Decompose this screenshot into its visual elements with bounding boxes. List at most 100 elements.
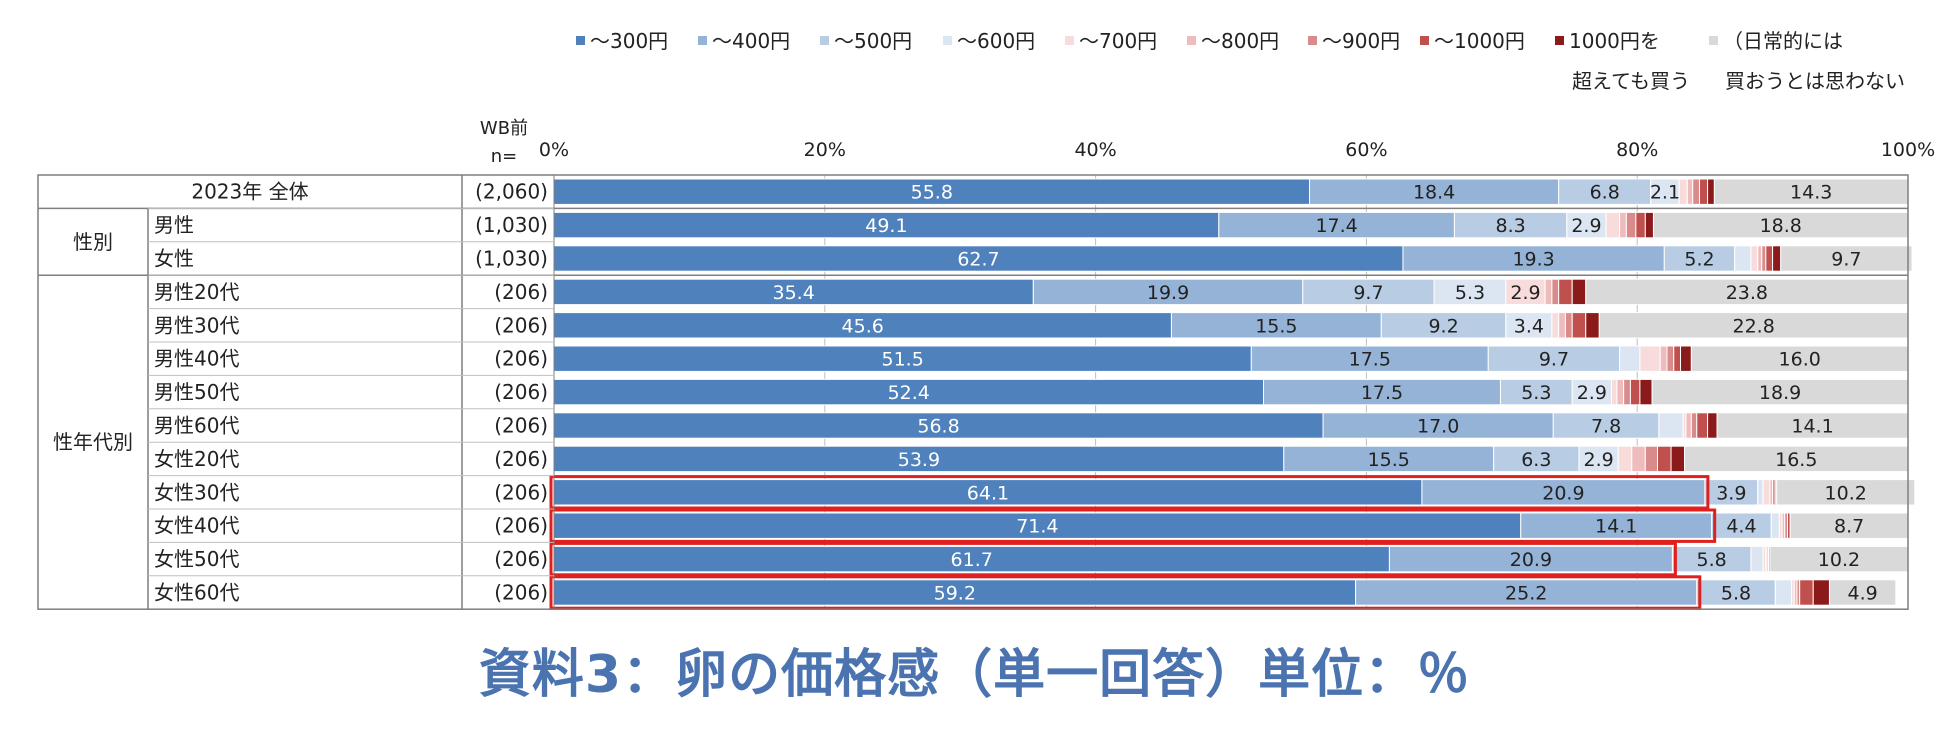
x-tick-label-5: 100% [1881, 139, 1935, 161]
bar-label-r10-s2: 4.4 [1726, 516, 1756, 538]
legend-swatch-4 [1065, 36, 1074, 45]
legend-swatch-3 [943, 36, 952, 45]
row-label-12: 女性60代 [154, 581, 239, 605]
bar-label-r4-s9: 22.8 [1732, 315, 1774, 337]
bar-label-r8-s2: 6.3 [1521, 449, 1551, 471]
bar-label-r9-s0: 64.1 [967, 482, 1009, 504]
bar-r1-s4 [1605, 211, 1621, 239]
row-n-2: (1,030) [475, 247, 548, 271]
legend-label-2: 〜500円 [834, 29, 912, 53]
legend-label-1: 〜400円 [712, 29, 790, 53]
bar-r0-s2 [1558, 178, 1652, 205]
bar-label-r7-s0: 56.8 [917, 416, 959, 438]
bar-label-r3-s3: 5.3 [1455, 282, 1485, 304]
bar-r2-s0 [553, 245, 1404, 272]
bar-r7-s2 [1552, 412, 1660, 439]
bar-r5-s2 [1487, 345, 1621, 372]
bar-r6-s5 [1616, 378, 1625, 406]
bar-label-r7-s9: 14.1 [1791, 416, 1833, 438]
bar-label-r0-s9: 14.3 [1790, 182, 1832, 204]
bar-r6-s3 [1571, 378, 1612, 406]
bar-r8-s1 [1283, 445, 1495, 473]
row-label-10: 女性40代 [154, 514, 239, 538]
bar-r9-s4 [1762, 479, 1771, 506]
bar-r3-s5 [1544, 278, 1553, 306]
legend-swatch-6 [1308, 36, 1317, 45]
bar-label-r5-s2: 9.7 [1539, 349, 1569, 371]
bar-label-r3-s4: 2.9 [1510, 282, 1540, 304]
bar-r3-s1 [1032, 278, 1304, 306]
bar-label-r1-s9: 18.8 [1760, 215, 1802, 237]
bar-r1-s8 [1644, 211, 1654, 239]
bar-r5-s5 [1659, 345, 1668, 372]
bar-label-r11-s0: 61.7 [951, 549, 993, 571]
highlight-box-r10 [549, 508, 1717, 543]
bar-r6-s7 [1629, 378, 1641, 406]
bar-r3-s6 [1551, 278, 1560, 306]
legend-label-7: 〜1000円 [1434, 29, 1525, 53]
row-n-5: (206) [494, 347, 548, 371]
bar-label-r6-s2: 5.3 [1521, 382, 1551, 404]
bar-r4-s3 [1505, 312, 1553, 339]
legend-swatch-2 [820, 36, 829, 45]
row-label-4: 男性30代 [154, 313, 239, 337]
bar-r3-s2 [1302, 278, 1435, 306]
bar-r0-s5 [1686, 178, 1694, 205]
bar-label-r5-s1: 17.5 [1349, 349, 1391, 371]
row-n-12: (206) [494, 581, 548, 605]
bar-label-r2-s9: 9.7 [1831, 249, 1861, 271]
bar-r10-s3 [1770, 512, 1780, 539]
legend-label-6: 〜900円 [1322, 29, 1400, 53]
bar-label-r10-s9: 8.7 [1834, 516, 1864, 538]
bar-r4-s9 [1598, 312, 1909, 339]
row-label-11: 女性50代 [154, 547, 239, 571]
bar-label-r5-s9: 16.0 [1779, 349, 1821, 371]
bar-r9-s9 [1776, 479, 1916, 506]
bar-label-r5-s0: 51.5 [881, 349, 923, 371]
bar-label-r1-s3: 2.9 [1571, 215, 1601, 237]
row-n-8: (206) [494, 447, 548, 471]
legend-label-9: （日常的には [1723, 29, 1843, 53]
bar-r6-s9 [1651, 378, 1909, 406]
bar-r2-s2 [1663, 245, 1736, 272]
row-label-2: 女性 [154, 247, 194, 271]
bar-r10-s0 [553, 512, 1522, 539]
bar-label-r11-s1: 20.9 [1510, 549, 1552, 571]
bar-r1-s6 [1625, 211, 1637, 239]
table-border [37, 174, 1909, 610]
row-label-1: 男性 [154, 213, 194, 237]
bar-r1-s7 [1635, 211, 1646, 239]
bar-r3-s4 [1505, 278, 1546, 306]
bar-label-r12-s2: 5.8 [1721, 583, 1751, 605]
header-label-1: WB前 [480, 118, 528, 139]
bar-r8-s7 [1657, 445, 1672, 473]
bar-r5-s9 [1690, 345, 1909, 372]
bar-r0-s9 [1713, 178, 1909, 205]
bar-r2-s7 [1765, 245, 1774, 272]
legend-label-8: 1000円を [1569, 29, 1660, 53]
highlight-box-r11 [549, 541, 1677, 577]
bar-r6-s0 [553, 378, 1264, 406]
bar-label-r7-s2: 7.8 [1591, 416, 1621, 438]
highlight-box-r12 [549, 575, 1702, 610]
bar-r9-s3 [1757, 479, 1764, 506]
bar-r5-s0 [553, 345, 1252, 372]
bar-r1-s0 [553, 211, 1220, 239]
bar-r12-s8 [1812, 579, 1830, 606]
bar-r7-s0 [553, 412, 1324, 439]
stacked-bar-chart: 〜300円 〜400円 〜500円 〜600円 〜700円 〜800円 〜900円 〜1000… [37, 29, 1935, 610]
row-label-6: 男性50代 [154, 380, 239, 404]
bar-label-r8-s9: 16.5 [1775, 449, 1817, 471]
bar-label-r12-s9: 4.9 [1848, 583, 1878, 605]
bar-r11-s0 [553, 545, 1390, 573]
bar-r2-s9 [1780, 245, 1913, 272]
bar-label-r12-s1: 25.2 [1505, 583, 1547, 605]
bar-r2-s4 [1750, 245, 1759, 272]
bar-label-r4-s2: 9.2 [1428, 315, 1458, 337]
bar-label-r2-s0: 62.7 [957, 249, 999, 271]
bar-r0-s1 [1309, 178, 1560, 205]
bar-label-r2-s2: 5.2 [1684, 249, 1714, 271]
bar-r4-s6 [1564, 312, 1573, 339]
bar-label-r4-s1: 15.5 [1255, 315, 1297, 337]
legend-swatch-7 [1420, 36, 1429, 45]
